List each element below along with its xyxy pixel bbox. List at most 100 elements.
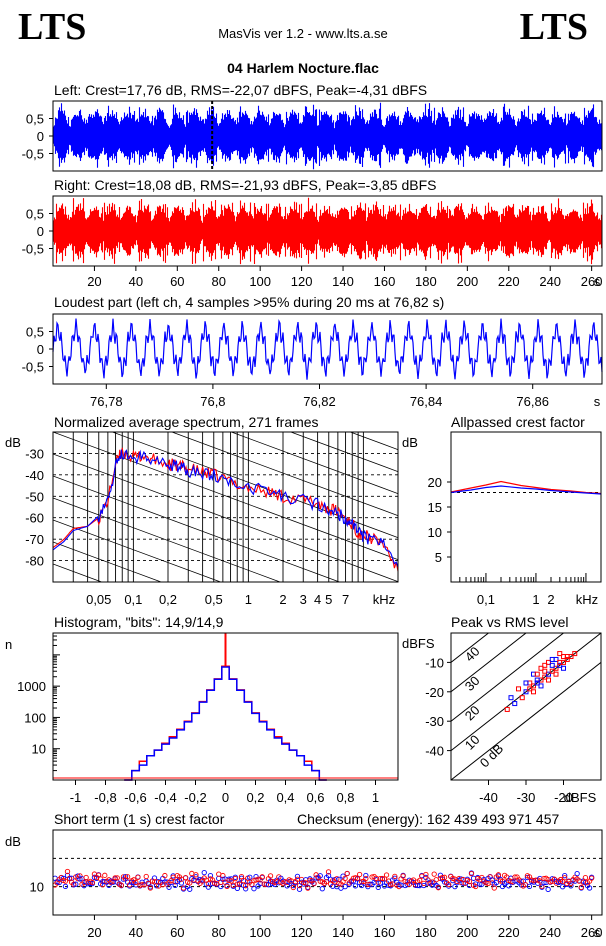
- short-term-point-left: [166, 884, 172, 890]
- short-term-ylabel: dB: [5, 834, 21, 849]
- short-term-point-left: [178, 880, 185, 886]
- peak-rms-point: [549, 662, 555, 668]
- short-term-point-right: [238, 873, 245, 880]
- short-term-point-right: [182, 875, 189, 881]
- short-term-xtick-label: 260: [581, 925, 603, 940]
- short-term-point-right: [147, 885, 154, 891]
- short-term-xtick-label: 20: [87, 925, 101, 940]
- spectrum-slope-line: [230, 432, 398, 495]
- short-term-point-right: [410, 877, 417, 883]
- left-channel-title: Left: Crest=17,76 dB, RMS=-22,07 dBFS, P…: [54, 82, 428, 98]
- short-term-point-right: [124, 874, 131, 880]
- short-term-xtick-label: 100: [249, 925, 271, 940]
- peak-rms-xtick-label: -40: [479, 790, 498, 805]
- histogram-title: Histogram, "bits": 14,9/14,9: [54, 614, 224, 630]
- lts-logo-right: LTS: [519, 6, 588, 48]
- short-term-point-right: [495, 872, 502, 878]
- peak-rms-point: [572, 651, 578, 657]
- short-term-point-right: [232, 875, 238, 882]
- allpass-axis-unit: kHz: [576, 592, 598, 607]
- time-tick-label: 200: [456, 274, 478, 289]
- peak-rms-point: [519, 695, 525, 701]
- short-term-point-right: [143, 873, 149, 880]
- file-title: 04 Harlem Nocture.flac: [227, 60, 379, 76]
- short-term-point-right: [392, 873, 398, 880]
- spectrum-frame: [52, 431, 399, 583]
- short-term-point-left: [562, 873, 568, 879]
- short-term-point-right: [518, 878, 524, 884]
- spectrum-xtick-label: 2: [279, 592, 286, 607]
- short-term-point-right: [472, 883, 479, 890]
- peak-rms-diagonal-label: 0 dB: [477, 741, 507, 771]
- short-term-point-right: [102, 872, 108, 878]
- peak-rms-diagonal: [451, 661, 601, 780]
- time-tick-label: 120: [291, 274, 313, 289]
- short-term-point-right: [64, 868, 71, 875]
- left-waveform-series: [52, 102, 603, 170]
- time-tick-label: 20: [87, 274, 101, 289]
- peak-rms-point: [538, 665, 544, 671]
- short-term-point-right: [243, 883, 249, 889]
- spectrum-ytick-label: -70: [25, 532, 44, 547]
- short-term-point-left: [506, 883, 512, 889]
- histogram-xtick-label: -0,6: [124, 790, 146, 805]
- allpass-ytick-label: 20: [428, 475, 442, 490]
- short-term-point-left: [317, 873, 323, 879]
- short-term-point-right: [224, 883, 230, 890]
- spectrum-xtick-label: 3: [300, 592, 307, 607]
- short-term-point-right: [446, 881, 452, 888]
- right-channel-title: Right: Crest=18,08 dB, RMS=-21,93 dBFS, …: [54, 177, 437, 193]
- short-term-point-right: [431, 871, 437, 877]
- short-term-point-left: [545, 886, 551, 893]
- short-term-point-right: [334, 876, 340, 882]
- short-term-point-right: [303, 880, 309, 886]
- peak-rms-point: [542, 674, 548, 680]
- short-term-xtick-label: 80: [212, 925, 226, 940]
- short-term-point-left: [284, 883, 290, 889]
- peak-rms-point: [546, 671, 551, 677]
- short-term-point-right: [367, 881, 373, 888]
- right-ytick-label: 0: [37, 224, 44, 239]
- short-term-point-left: [414, 882, 421, 889]
- peak-rms-point: [546, 677, 551, 683]
- short-term-xtick-label: 160: [374, 925, 396, 940]
- short-term-point-right: [305, 885, 311, 891]
- short-term-point-left: [205, 884, 212, 890]
- allpass-xtick-label: 2: [547, 592, 554, 607]
- histogram-xtick-label: 0,2: [246, 790, 264, 805]
- short-term-point-right: [562, 875, 568, 881]
- short-term-point-right: [342, 875, 348, 882]
- spectrum-ytick-label: -80: [25, 554, 44, 569]
- short-term-point-right: [379, 875, 386, 882]
- peak-rms-point: [542, 662, 548, 668]
- loudest-ytick-label: 0,5: [26, 325, 44, 340]
- histogram-xtick-label: 0,6: [306, 790, 324, 805]
- time-tick-label: 60: [170, 274, 184, 289]
- short-term-point-right: [135, 874, 141, 880]
- spectrum-series-left: [53, 449, 398, 568]
- peak-rms-point: [564, 656, 570, 662]
- peak-rms-point: [531, 683, 536, 689]
- spectrum-xtick-label: 0,1: [124, 592, 142, 607]
- histogram-xtick-label: -0,2: [184, 790, 206, 805]
- short-term-point-right: [423, 871, 429, 878]
- peak-rms-diagonal: [451, 633, 601, 752]
- peak-rms-point: [534, 677, 540, 683]
- short-term-point-left: [586, 885, 593, 891]
- short-term-point-right: [311, 880, 317, 887]
- peak-rms-point: [512, 701, 518, 707]
- short-term-xtick-label: 200: [456, 925, 478, 940]
- right-ytick-label: 0,5: [26, 207, 44, 222]
- histogram-xtick-label: -1: [70, 790, 82, 805]
- short-term-point-right: [582, 875, 589, 881]
- spectrum-xtick-label: 0,2: [159, 592, 177, 607]
- peak-rms-ylabel: dBFS: [402, 636, 435, 651]
- spectrum-ytick-label: -40: [25, 468, 44, 483]
- peak-rms-point: [568, 654, 574, 660]
- short-term-point-left: [404, 881, 410, 888]
- short-term-xtick-label: 140: [332, 925, 354, 940]
- allpass-ytick-label: 15: [428, 500, 442, 515]
- short-term-point-right: [118, 882, 125, 888]
- allpass-ytick-label: 10: [428, 525, 442, 540]
